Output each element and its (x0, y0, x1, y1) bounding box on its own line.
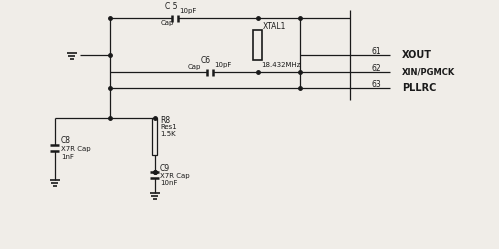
Text: 1nF: 1nF (61, 154, 74, 160)
Bar (153, 118, 158, 155)
Text: Cap: Cap (188, 64, 202, 70)
Text: PLLRC: PLLRC (402, 83, 436, 93)
Text: 61: 61 (372, 47, 382, 56)
Text: 10pF: 10pF (179, 8, 197, 14)
Text: C 5: C 5 (165, 1, 177, 10)
Text: X7R Cap: X7R Cap (160, 173, 190, 179)
Text: XIN/PGMCK: XIN/PGMCK (402, 67, 455, 76)
Text: XOUT: XOUT (402, 50, 432, 60)
Text: C9: C9 (160, 164, 170, 173)
Text: X7R Cap: X7R Cap (61, 146, 91, 152)
Text: XTAL1: XTAL1 (263, 21, 286, 30)
Text: 10nF: 10nF (160, 180, 178, 186)
Text: C6: C6 (201, 56, 211, 64)
Text: 1.5K: 1.5K (160, 131, 176, 137)
Text: Res1: Res1 (160, 124, 177, 130)
Text: 62: 62 (372, 63, 382, 72)
Text: C8: C8 (61, 135, 71, 144)
Text: 18.432MHz: 18.432MHz (261, 62, 300, 68)
Text: 63: 63 (372, 79, 382, 88)
Text: R8: R8 (160, 116, 170, 124)
Text: 10pF: 10pF (214, 62, 232, 68)
Bar (253, 30, 262, 60)
Text: Cap: Cap (160, 20, 174, 26)
